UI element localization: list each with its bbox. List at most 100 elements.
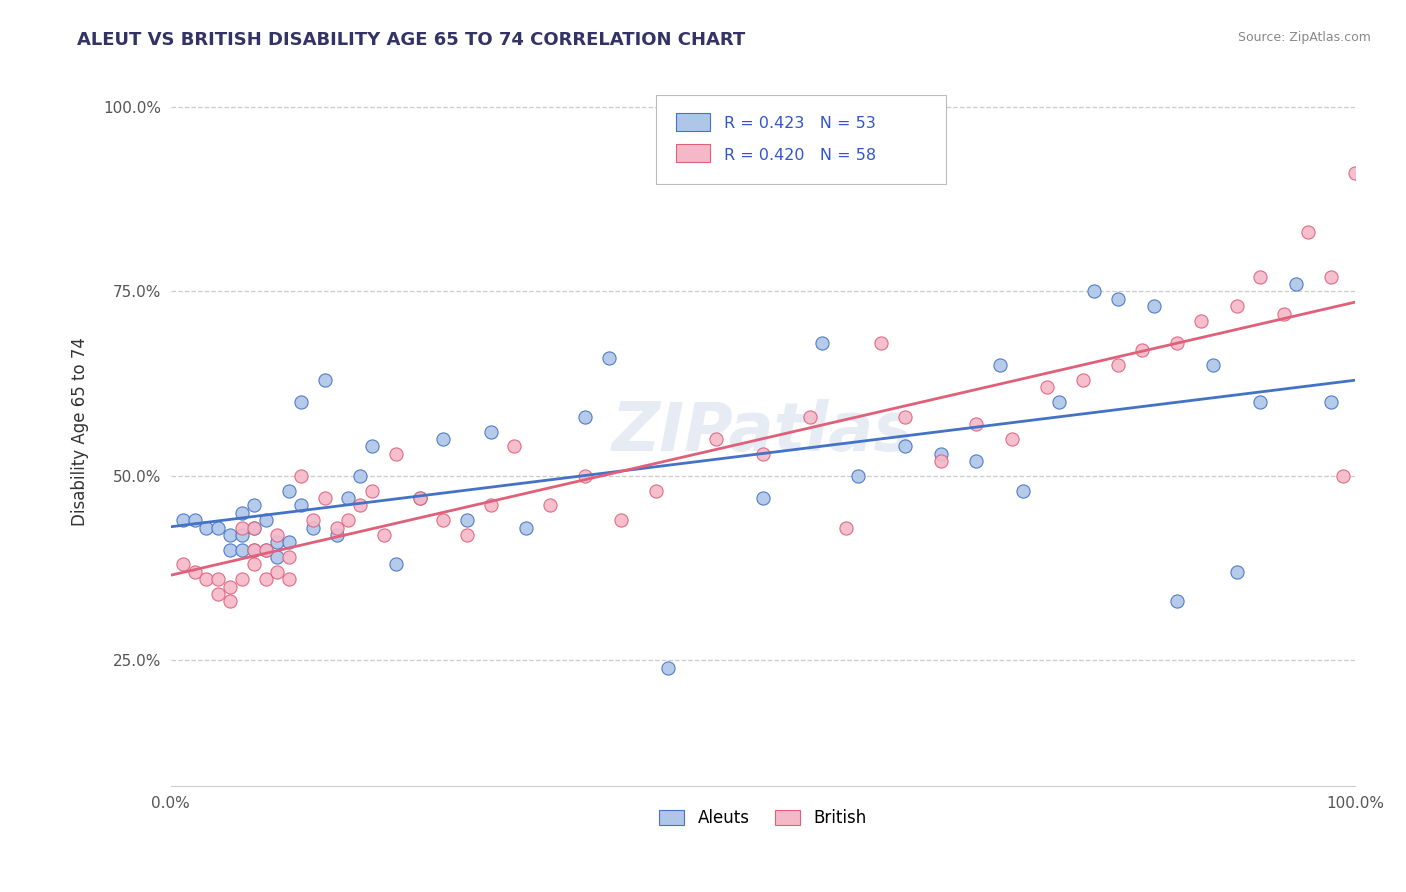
Point [752,447,775,461]
Point [242,520,264,534]
Point [254,542,277,557]
Text: ZIPatlas: ZIPatlas [612,399,914,465]
Point [503,439,526,453]
Point [408,491,430,505]
Point [645,483,668,498]
Point [231,520,253,534]
Point [894,409,917,424]
Point [349,499,371,513]
FancyBboxPatch shape [676,145,710,162]
Point [456,513,478,527]
Point [302,520,325,534]
Point [207,587,229,601]
Point [965,417,987,432]
Point [1320,269,1343,284]
Point [799,409,821,424]
Point [266,528,288,542]
Point [1202,358,1225,372]
Point [314,491,336,505]
Point [207,572,229,586]
Point [835,520,858,534]
Point [456,528,478,542]
Point [242,558,264,572]
Point [290,395,312,409]
FancyBboxPatch shape [657,95,946,184]
Point [1344,166,1367,180]
Point [1107,358,1129,372]
Point [1047,395,1070,409]
Point [207,520,229,534]
Point [231,542,253,557]
Point [266,565,288,579]
Point [172,513,194,527]
Point [219,542,242,557]
Point [290,469,312,483]
Point [610,513,633,527]
Point [361,439,384,453]
Point [325,528,347,542]
Point [1249,395,1271,409]
Point [479,425,502,439]
Point [574,409,596,424]
Point [1143,299,1166,313]
Point [231,506,253,520]
Point [254,513,277,527]
Point [254,572,277,586]
Point [894,439,917,453]
Point [1320,395,1343,409]
Text: ALEUT VS BRITISH DISABILITY AGE 65 TO 74 CORRELATION CHART: ALEUT VS BRITISH DISABILITY AGE 65 TO 74… [77,31,745,49]
Point [752,491,775,505]
Point [172,558,194,572]
Text: R = 0.423   N = 53: R = 0.423 N = 53 [724,116,876,131]
Point [929,454,952,468]
Point [242,542,264,557]
Point [432,432,454,446]
Point [349,469,371,483]
Point [254,542,277,557]
Point [1272,307,1295,321]
Legend: Aleuts, British: Aleuts, British [652,803,873,834]
Point [479,499,502,513]
Point [219,580,242,594]
Y-axis label: Disability Age 65 to 74: Disability Age 65 to 74 [72,337,89,526]
Point [278,549,301,564]
Point [1166,336,1188,351]
Point [1189,314,1212,328]
Point [1285,277,1308,291]
Point [302,513,325,527]
Point [195,572,218,586]
Point [704,432,727,446]
Point [870,336,893,351]
Point [183,565,205,579]
Point [657,661,679,675]
Point [242,542,264,557]
Point [1012,483,1035,498]
Text: Source: ZipAtlas.com: Source: ZipAtlas.com [1237,31,1371,45]
Text: R = 0.420   N = 58: R = 0.420 N = 58 [724,148,876,163]
Point [361,483,384,498]
Point [337,491,360,505]
Point [373,528,395,542]
Point [385,447,408,461]
Point [195,520,218,534]
Point [1107,292,1129,306]
Point [1071,373,1094,387]
Point [432,513,454,527]
Point [278,535,301,549]
Point [231,528,253,542]
Point [231,572,253,586]
Point [385,558,408,572]
Point [1296,226,1319,240]
Point [1130,343,1153,358]
Point [1000,432,1022,446]
Point [1331,469,1354,483]
Point [598,351,620,365]
Point [219,594,242,608]
Point [1249,269,1271,284]
Point [183,513,205,527]
Point [846,469,869,483]
Point [325,520,347,534]
Point [1036,380,1059,394]
Point [219,528,242,542]
Point [515,520,537,534]
